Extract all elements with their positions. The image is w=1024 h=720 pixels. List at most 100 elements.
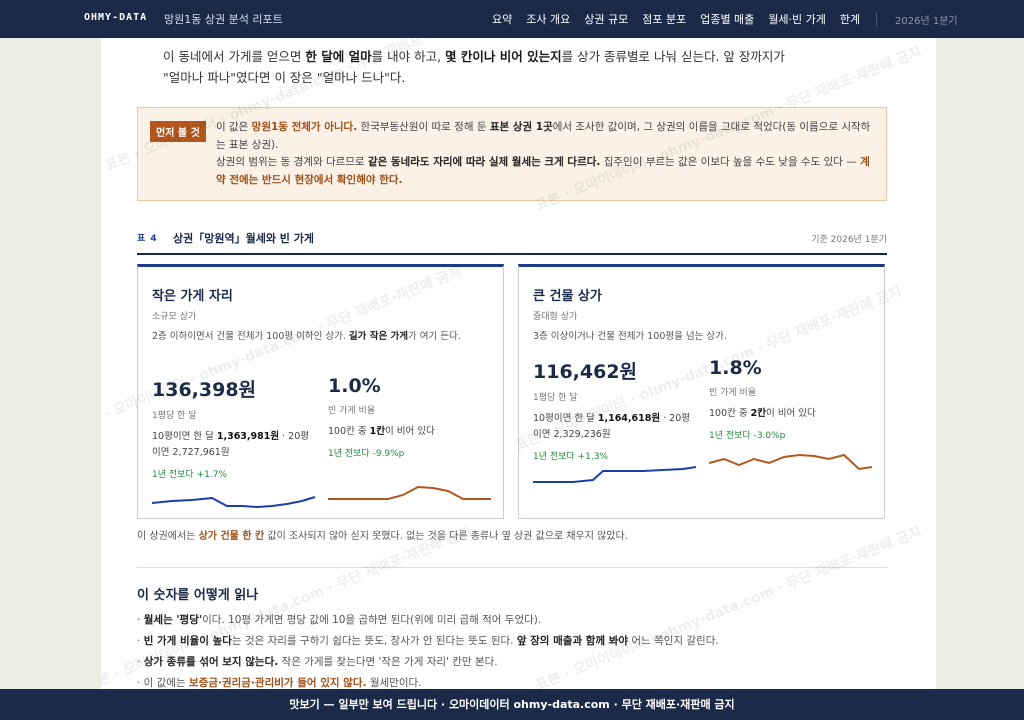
vacancy-change: 1년 전보다 -9.9%p — [328, 449, 405, 459]
table-label: 표 4 — [137, 234, 158, 244]
notice-bold: 같은 동네라도 자리에 따라 실제 월세는 크게 다르다. — [367, 156, 601, 168]
vacancy-change: 1년 전보다 -3.0%p — [709, 431, 786, 441]
vacancy-unit: 빈 가게 비율 — [709, 388, 757, 398]
table-title: 상권「망원역」월세와 빈 가게 — [173, 232, 314, 245]
intro-paragraph: 이 동네에서 가게를 얻으면 한 달에 얼마를 내야 하고, 몇 칸이나 비어 … — [163, 46, 803, 88]
card-desc-text: 2층 이하이면서 건물 전체가 100평 이하인 상가. — [152, 331, 349, 342]
vacancy-note-text: 이 비어 있다 — [385, 426, 435, 437]
notice-text-part: 상권의 범위는 동 경계와 다르므로 — [216, 156, 368, 168]
vacancy-unit: 빈 가게 비율 — [328, 406, 376, 416]
vacancy-value: 1.8% — [709, 357, 762, 379]
howto-list: · 월세는 '평당'이다. 10평 가게면 평당 값에 10을 곱하면 된다(위… — [137, 610, 887, 689]
vacancy-note-bold: 1칸 — [369, 426, 386, 437]
vacancy-note-bold: 2칸 — [750, 408, 767, 419]
vacancy-sparkline — [709, 453, 873, 471]
nav-link-scale[interactable]: 상권 규모 — [584, 13, 629, 26]
howto-bold: 상가 종류를 섞어 보지 않는다. — [143, 656, 279, 668]
howto-text: 작은 가게를 찾는다면 '작은 가게 자리' 칸만 본다. — [278, 656, 498, 668]
notice-text-part: 이 값은 — [216, 121, 252, 133]
vacancy-note: 100칸 중 1칸이 비어 있다 — [328, 424, 493, 440]
rent-note: 10평이면 한 달 1,164,618원 · 20평이면 2,329,236원 — [533, 411, 698, 443]
nav-link-distribution[interactable]: 점포 분포 — [642, 13, 687, 26]
vacancy-metric: 1.8% 빈 가게 비율 100칸 중 2칸이 비어 있다 1년 전보다 -3.… — [709, 357, 874, 441]
card-description: 3층 이상이거나 건물 전체가 100평을 넘는 상가. — [533, 329, 868, 344]
intro-text: 를 상가 종류별로 나눠 싣는다. 앞 장까지가 "얼마나 파나"였다면 이 장… — [163, 49, 785, 85]
intro-text: 를 내야 하고, — [371, 49, 446, 64]
footnote-text: 값이 조사되지 않아 싣지 못했다. 없는 것을 다른 종류나 옆 상권 값으로… — [264, 531, 628, 542]
table-footnote: 이 상권에서는 상가 건물 한 칸 값이 조사되지 않아 싣지 못했다. 없는 … — [137, 527, 628, 542]
howto-text: · — [137, 656, 144, 668]
intro-bold: 한 달에 얼마 — [305, 49, 372, 64]
card-subtitle: 중대형 상가 — [533, 312, 578, 322]
notice-box: 먼저 볼 것 이 값은 망원1동 전체가 아니다. 한국부동산원이 따로 정해 … — [137, 107, 887, 201]
notice-highlight: 계약 전에는 반드시 현장에서 확인해야 한다. — [216, 156, 870, 186]
report-page: 이 동네에서 가게를 얻으면 한 달에 얼마를 내야 하고, 몇 칸이나 비어 … — [101, 38, 936, 689]
howto-bold: 빈 가게 비율이 높다 — [143, 635, 232, 647]
nav-link-rent[interactable]: 월세·빈 가게 — [768, 13, 826, 26]
howto-title: 이 숫자를 어떻게 읽나 — [137, 588, 259, 603]
footnote-highlight: 상가 건물 한 칸 — [198, 531, 265, 542]
notice-text-part: 한국부동산원이 따로 정해 둔 — [357, 121, 490, 133]
vacancy-value: 1.0% — [328, 375, 381, 397]
card-subtitle: 소규모 상가 — [152, 312, 197, 322]
rent-note-text: · 20평이면 2,329,236원 — [533, 413, 690, 440]
rent-value: 116,462원 — [533, 361, 638, 383]
footnote-text: 이 상권에서는 — [137, 531, 199, 542]
rent-note-text: · 20평이면 2,727,961원 — [152, 431, 309, 458]
howto-text: 월세만이다. — [366, 677, 422, 689]
rent-metric: 116,462원 1평당 한 달 10평이면 한 달 1,164,618원 · … — [533, 357, 698, 462]
card-title: 큰 건물 상가 — [533, 289, 602, 304]
card-description: 2층 이하이면서 건물 전체가 100평 이하인 상가. 길가 작은 가게가 여… — [152, 329, 487, 344]
bottom-banner: 맛보기 — 일부만 보여 드립니다 · 오마이데이터 ohmy-data.com… — [0, 689, 1024, 720]
howto-text: 는 것은 자리를 구하기 쉽다는 뜻도, 장사가 안 된다는 뜻도 된다. — [231, 635, 517, 647]
vacancy-note-text: 100칸 중 — [328, 426, 370, 437]
card-desc-text: 가 여기 든다. — [407, 331, 461, 342]
card-large-building: 큰 건물 상가 중대형 상가 3층 이상이거나 건물 전체가 100평을 넘는 … — [518, 264, 885, 519]
notice-bold: 표본 상권 1곳 — [489, 121, 553, 133]
notice-text-part: 집주인이 부르는 값은 이보다 높을 수도 낮을 수도 있다 — — [600, 156, 861, 168]
brand-logo[interactable]: OHMY-DATA — [84, 12, 148, 23]
howto-text: 이다. 10평 가게면 평당 값에 10을 곱하면 된다(위에 미리 곱해 적어… — [202, 614, 542, 626]
howto-bold: 월세는 '평당' — [143, 614, 203, 626]
notice-tag: 먼저 볼 것 — [150, 121, 206, 142]
rent-sparkline — [533, 466, 697, 483]
nav-link-limits[interactable]: 한계 — [839, 13, 861, 26]
howto-text: · 이 값에는 — [137, 677, 189, 689]
nav-link-overview[interactable]: 조사 개요 — [526, 13, 571, 26]
howto-bold: 앞 장의 매출과 함께 봐야 — [516, 635, 629, 647]
notice-text: 이 값은 망원1동 전체가 아니다. 한국부동산원이 따로 정해 둔 표본 상권… — [216, 119, 876, 189]
intro-text: 이 동네에서 가게를 얻으면 — [163, 49, 306, 64]
notice-highlight: 망원1동 전체가 아니다. — [251, 121, 358, 133]
vacancy-note-text: 이 비어 있다 — [766, 408, 816, 419]
howto-item: · 이 값에는 보증금·권리금·관리비가 들어 있지 않다. 월세만이다. — [137, 673, 887, 689]
vacancy-note-text: 100칸 중 — [709, 408, 751, 419]
howto-item: · 월세는 '평당'이다. 10평 가게면 평당 값에 10을 곱하면 된다(위… — [137, 610, 887, 631]
rent-change: 1년 전보다 +1.3% — [533, 452, 608, 462]
rent-metric: 136,398원 1평당 한 달 10평이면 한 달 1,363,981원 · … — [152, 375, 317, 480]
nav-date: 2026년 1분기 — [876, 12, 958, 27]
howto-highlight: 보증금·권리금·관리비가 들어 있지 않다. — [189, 677, 367, 689]
doc-title: 망원1동 상권 분석 리포트 — [164, 13, 283, 26]
table-header: 표 4 상권「망원역」월세와 빈 가게 기준 2026년 1분기 — [137, 229, 887, 255]
howto-item: · 상가 종류를 섞어 보지 않는다. 작은 가게를 찾는다면 '작은 가게 자… — [137, 652, 887, 673]
table-date: 기준 2026년 1분기 — [811, 235, 887, 245]
card-title: 작은 가게 자리 — [152, 289, 233, 304]
rent-unit: 1평당 한 달 — [152, 411, 197, 421]
nav-link-sales[interactable]: 업종별 매출 — [700, 13, 755, 26]
nav-link-summary[interactable]: 요약 — [492, 13, 513, 26]
card-desc-text: 3층 이상이거나 건물 전체가 100평을 넘는 상가. — [533, 331, 727, 342]
section-divider — [137, 567, 887, 568]
nav-links: 요약 조사 개요 상권 규모 점포 분포 업종별 매출 월세·빈 가게 한계 — [492, 11, 874, 27]
howto-text: 어느 쪽인지 갈린다. — [628, 635, 719, 647]
intro-bold: 몇 칸이나 비어 있는지 — [445, 49, 562, 64]
rent-value: 136,398원 — [152, 379, 257, 401]
card-desc-bold: 길가 작은 가게 — [348, 331, 408, 342]
rent-note-bold: 1,363,981원 — [216, 431, 280, 442]
top-nav-bar: OHMY-DATA 망원1동 상권 분석 리포트 요약 조사 개요 상권 규모 … — [0, 0, 1024, 38]
howto-item: · 빈 가게 비율이 높다는 것은 자리를 구하기 쉽다는 뜻도, 장사가 안 … — [137, 631, 887, 652]
card-small-store: 작은 가게 자리 소규모 상가 2층 이하이면서 건물 전체가 100평 이하인… — [137, 264, 504, 519]
rent-note-text: 10평이면 한 달 — [152, 431, 217, 442]
rent-note-bold: 1,164,618원 — [597, 413, 661, 424]
rent-sparkline — [152, 496, 316, 509]
rent-unit: 1평당 한 달 — [533, 393, 578, 403]
